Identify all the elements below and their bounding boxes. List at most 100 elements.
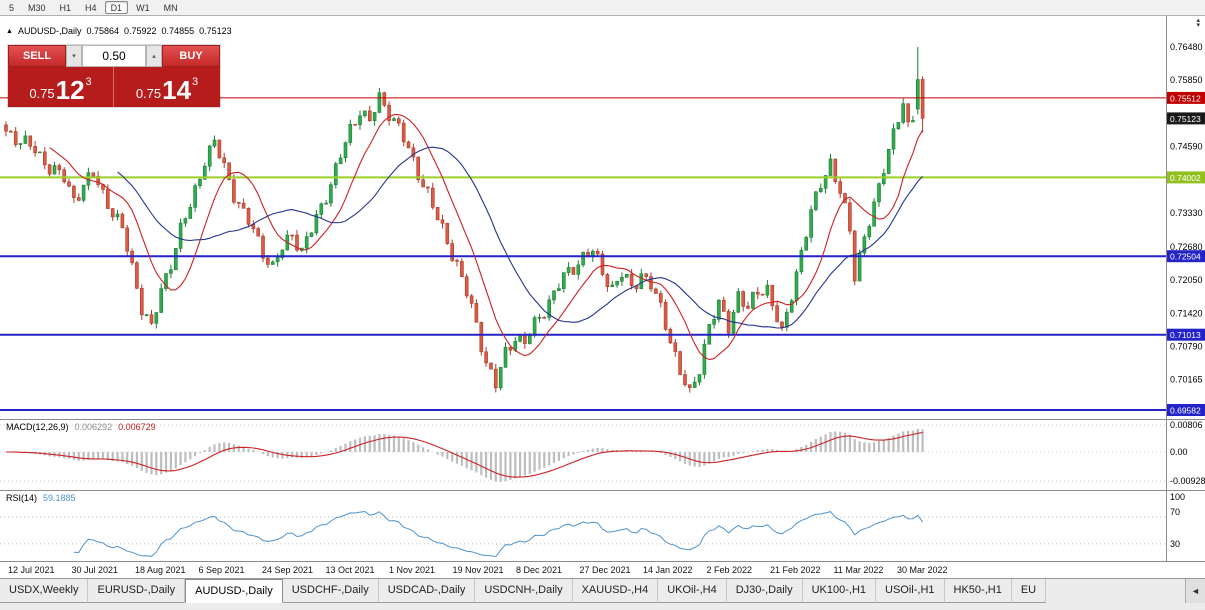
moving-average-10	[49, 113, 924, 361]
price-tag	[1167, 404, 1205, 416]
date-label: 12 Jul 2021	[8, 565, 55, 575]
macd-axis-label: -0.00928	[1170, 476, 1205, 486]
ask-main: 0.75	[135, 85, 162, 101]
date-label: 13 Oct 2021	[326, 565, 375, 575]
timeframe-button-m30[interactable]: M30	[28, 3, 46, 13]
sell-button[interactable]: SELL	[8, 45, 66, 67]
chart-title: ▲ AUDUSD-,Daily 0.75864 0.75922 0.74855 …	[6, 26, 232, 36]
macd-axis-label: 0.00806	[1170, 420, 1203, 430]
price-tag-label: 0.72504	[1170, 252, 1201, 262]
price-axis-label: 0.76480	[1170, 42, 1203, 52]
timeframe-toolbar: 5 M30 H1 H4 D1 W1 MN	[0, 0, 1205, 16]
chart-window[interactable]: 0.76480 0.75850 0.74590 0.73330 0.72680 0.720…	[0, 16, 1205, 578]
rsi-label: RSI(14)	[6, 493, 38, 503]
price-tag	[1167, 91, 1205, 104]
timeframe-button-5[interactable]: 5	[9, 3, 15, 13]
date-label: 18 Aug 2021	[135, 565, 186, 575]
candles	[4, 47, 925, 393]
buy-button[interactable]: BUY	[162, 45, 220, 67]
chart-tab-bar: USDX,Weekly EURUSD-,Daily AUDUSD-,Daily USD…	[0, 578, 1205, 610]
axis-scroll-arrows[interactable]: ▴ ▾	[1196, 17, 1200, 29]
rsi-indicator-header: RSI(14) 59.1885	[6, 493, 76, 503]
chart-tab-xauusd-h4[interactable]: XAUUSD-,H4	[572, 579, 659, 603]
date-label: 24 Sep 2021	[262, 565, 313, 575]
chart-tab-ukoil-h4[interactable]: UKOil-,H4	[658, 579, 727, 603]
chart-tab-hk50-h1[interactable]: HK50-,H1	[944, 579, 1012, 603]
date-label: 14 Jan 2022	[643, 565, 693, 575]
volume-decrease-button[interactable]: ▾	[66, 45, 82, 67]
date-label: 30 Mar 2022	[897, 565, 948, 575]
rsi-axis-label: 30	[1170, 539, 1180, 549]
rsi-line	[73, 510, 924, 558]
rsi-axis-label: 100	[1170, 492, 1185, 502]
date-label: 2 Feb 2022	[707, 565, 753, 575]
bid-price-display: 0.75 12 3	[8, 67, 114, 107]
macd-main-value: 0.006292	[74, 422, 113, 432]
price-tag-label: 0.75512	[1170, 93, 1201, 103]
date-label: 27 Dec 2021	[580, 565, 631, 575]
macd-axis-label: 0.00	[1170, 447, 1188, 457]
date-label: 19 Nov 2021	[453, 565, 504, 575]
ohlc-high: 0.75922	[124, 26, 157, 36]
date-label: 6 Sep 2021	[199, 565, 245, 575]
price-tag	[1167, 171, 1205, 184]
macd-histogram	[14, 428, 924, 482]
ohlc-low: 0.74855	[161, 26, 195, 36]
price-tag-label: 0.71013	[1170, 330, 1201, 340]
moving-average-24	[117, 146, 923, 329]
bid-point: 3	[85, 76, 92, 88]
chart-tab-eu[interactable]: EU	[1011, 579, 1047, 603]
timeframe-button-h4[interactable]: H4	[85, 3, 97, 13]
price-tag	[1167, 328, 1205, 341]
price-tag-label: 0.75123	[1170, 114, 1201, 124]
ohlc-open: 0.75864	[86, 26, 119, 36]
chart-tab-usdchf-daily[interactable]: USDCHF-,Daily	[282, 579, 379, 603]
price-axis-label: 0.72050	[1170, 275, 1203, 285]
date-label: 1 Nov 2021	[389, 565, 435, 575]
price-tag-label: 0.74002	[1170, 173, 1201, 183]
scroll-up-icon[interactable]: ▴	[1196, 17, 1200, 24]
price-axis-label: 0.72680	[1170, 242, 1203, 252]
chart-tabs: USDX,Weekly EURUSD-,Daily AUDUSD-,Daily USD…	[0, 579, 1185, 603]
chart-tab-usdx-weekly[interactable]: USDX,Weekly	[0, 579, 89, 603]
macd-label: MACD(12,26,9)	[6, 422, 69, 432]
price-axis-label: 0.70165	[1170, 374, 1203, 384]
date-label: 8 Dec 2021	[516, 565, 562, 575]
bid-main: 0.75	[29, 85, 55, 101]
price-axis-label: 0.75850	[1170, 75, 1203, 85]
volume-input[interactable]	[82, 45, 146, 67]
macd-indicator-header: MACD(12,26,9) 0.006292 0.006729	[6, 422, 156, 432]
volume-increase-button[interactable]: ▴	[146, 45, 162, 67]
timeframe-button-mn[interactable]: MN	[163, 3, 178, 13]
one-click-toggle-icon[interactable]: ▲	[6, 27, 13, 35]
tab-scroll-left-button[interactable]: ◄	[1185, 579, 1205, 603]
price-axis-label: 0.70790	[1170, 341, 1203, 351]
chart-tab-audusd-daily[interactable]: AUDUSD-,Daily	[185, 579, 283, 603]
ohlc-close: 0.75123	[199, 26, 232, 36]
date-label: 11 Mar 2022	[834, 565, 884, 575]
price-axis-label: 0.71420	[1170, 308, 1203, 318]
timeframe-button-w1[interactable]: W1	[136, 3, 150, 13]
date-label: 30 Jul 2021	[72, 565, 119, 575]
rsi-value: 59.1885	[43, 493, 76, 503]
chart-tab-dj30-daily[interactable]: DJ30-,Daily	[726, 579, 803, 603]
price-tag-label: 0.69582	[1170, 406, 1201, 416]
chart-tab-usdcad-daily[interactable]: USDCAD-,Daily	[378, 579, 476, 603]
chart-tab-eurusd-daily[interactable]: EURUSD-,Daily	[88, 579, 186, 603]
price-axis-label: 0.74590	[1170, 142, 1203, 152]
rsi-axis-label: 70	[1170, 507, 1180, 517]
chart-symbol: AUDUSD-,Daily	[17, 26, 82, 36]
chart-tab-uk100-h1[interactable]: UK100-,H1	[802, 579, 877, 603]
chart-tab-usdcnh-daily[interactable]: USDCNH-,Daily	[475, 579, 573, 603]
price-tag	[1167, 112, 1205, 125]
timeframe-button-d1[interactable]: D1	[104, 1, 129, 14]
one-click-trading-panel: SELL ▾ ▴ BUY 0.75 12 3 0.75 14 3	[8, 45, 220, 107]
macd-signal-value: 0.006729	[118, 422, 156, 432]
timeframe-buttons: 5 M30 H1 H4 D1 W1 MN	[3, 1, 184, 14]
chart-tab-usoil-h1[interactable]: USOil-,H1	[876, 579, 945, 603]
scroll-down-icon[interactable]: ▾	[1196, 22, 1200, 29]
price-axis-label: 0.73330	[1170, 208, 1203, 218]
ask-price-display: 0.75 14 3	[114, 67, 220, 107]
price-tag	[1167, 250, 1205, 263]
timeframe-button-h1[interactable]: H1	[59, 3, 72, 13]
